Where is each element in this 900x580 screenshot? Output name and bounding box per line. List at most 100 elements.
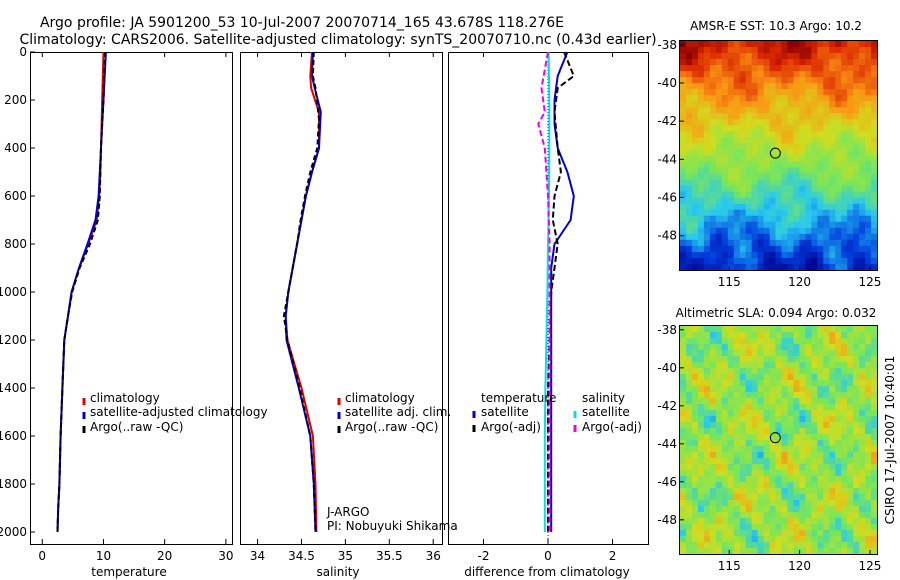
heatmap-cell: [745, 47, 753, 54]
heatmap-cell: [680, 119, 687, 126]
heatmap-cell: [715, 191, 723, 199]
heatmap-cell: [721, 530, 729, 537]
heatmap-cell: [763, 143, 771, 151]
heatmap-cell: [823, 125, 830, 132]
heatmap-cell: [841, 494, 848, 501]
heatmap-cell: [721, 434, 729, 441]
heatmap-cell: [841, 113, 848, 120]
heatmap-cell: [847, 47, 854, 54]
heatmap-cell: [739, 155, 747, 163]
heatmap-cell: [680, 257, 687, 265]
heatmap-cell: [769, 149, 777, 157]
heatmap-cell: [703, 77, 711, 84]
heatmap-cell: [757, 464, 765, 471]
heatmap-cell: [859, 488, 866, 495]
heatmap-cell: [691, 119, 699, 126]
heatmap-cell: [691, 452, 699, 459]
heatmap-cell: [751, 95, 759, 102]
map-y-tick-label: -46: [657, 190, 677, 204]
heatmap-cell: [715, 83, 723, 90]
heatmap-cell: [769, 107, 777, 114]
heatmap-cell: [871, 113, 878, 120]
heatmap-cell: [841, 161, 848, 169]
heatmap-cell: [757, 542, 765, 549]
heatmap-cell: [811, 113, 818, 120]
heatmap-cell: [823, 326, 830, 333]
heatmap-cell: [769, 53, 777, 60]
heatmap-cell: [757, 380, 765, 387]
heatmap-cell: [703, 233, 711, 241]
heatmap-cell: [685, 59, 693, 66]
heatmap-cell: [697, 506, 705, 513]
heatmap-cell: [847, 434, 854, 441]
heatmap-cell: [847, 512, 854, 519]
heatmap-cell: [757, 386, 765, 393]
heatmap-cell: [835, 143, 842, 151]
heatmap-cell: [709, 95, 717, 102]
heatmap-cell: [715, 500, 723, 507]
heatmap-cell: [871, 452, 878, 459]
heatmap-cell: [847, 476, 854, 483]
heatmap-cell: [859, 350, 866, 357]
heatmap-cell: [709, 332, 717, 339]
heatmap-cell: [841, 356, 848, 363]
heatmap-cell: [745, 470, 753, 477]
heatmap-cell: [805, 221, 812, 229]
heatmap-cell: [763, 131, 771, 139]
heatmap-cell: [793, 59, 800, 66]
heatmap-cell: [847, 119, 854, 126]
heatmap-cell: [769, 257, 777, 265]
heatmap-cell: [727, 107, 735, 114]
heatmap-cell: [739, 203, 747, 211]
heatmap-cell: [817, 530, 824, 537]
heatmap-cell: [715, 89, 723, 96]
heatmap-cell: [769, 524, 777, 531]
heatmap-cell: [847, 125, 854, 132]
heatmap-cell: [691, 95, 699, 102]
heatmap-cell: [781, 344, 789, 351]
heatmap-cell: [757, 185, 765, 193]
heatmap-cell: [727, 398, 735, 405]
salinity-panel: 34 34.5 35 35.5 36 salinity climatology sate…: [240, 51, 458, 579]
heatmap-cell: [709, 119, 717, 126]
heatmap-cell: [751, 119, 759, 126]
heatmap-cell: [751, 113, 759, 120]
heatmap-cell: [781, 173, 789, 181]
heatmap-cell: [811, 185, 818, 193]
heatmap-cell: [853, 374, 860, 381]
heatmap-cell: [769, 344, 777, 351]
heatmap-cell: [721, 101, 729, 108]
heatmap-cell: [745, 458, 753, 465]
heatmap-cell: [691, 173, 699, 181]
heatmap-cell: [841, 53, 848, 60]
heatmap-cell: [691, 440, 699, 447]
heatmap-cell: [865, 257, 872, 265]
heatmap-cell: [799, 107, 806, 114]
heatmap-cell: [745, 338, 753, 345]
heatmap-cell: [697, 356, 705, 363]
heatmap-cell: [829, 107, 836, 114]
heatmap-cell: [799, 215, 806, 223]
heatmap-cell: [733, 422, 741, 429]
heatmap-cell: [871, 368, 878, 375]
heatmap-cell: [751, 221, 759, 229]
heatmap-cell: [751, 338, 759, 345]
heatmap-cell: [799, 422, 806, 429]
heatmap-cell: [775, 41, 783, 48]
heatmap-cell: [721, 239, 729, 247]
heatmap-cell: [817, 362, 824, 369]
heatmap-cell: [715, 422, 723, 429]
heatmap-cell: [739, 173, 747, 181]
heatmap-cell: [751, 488, 759, 495]
heatmap-cell: [697, 131, 705, 139]
legend-title-temperature: temperature: [481, 391, 556, 405]
heatmap-cell: [859, 77, 866, 84]
heatmap-cell: [811, 161, 818, 169]
heatmap-cell: [763, 65, 771, 72]
heatmap-cell: [871, 53, 878, 60]
heatmap-cell: [847, 203, 854, 211]
heatmap-cell: [871, 197, 878, 205]
heatmap-cell: [829, 374, 836, 381]
heatmap-cell: [871, 131, 878, 139]
heatmap-cell: [787, 518, 795, 525]
